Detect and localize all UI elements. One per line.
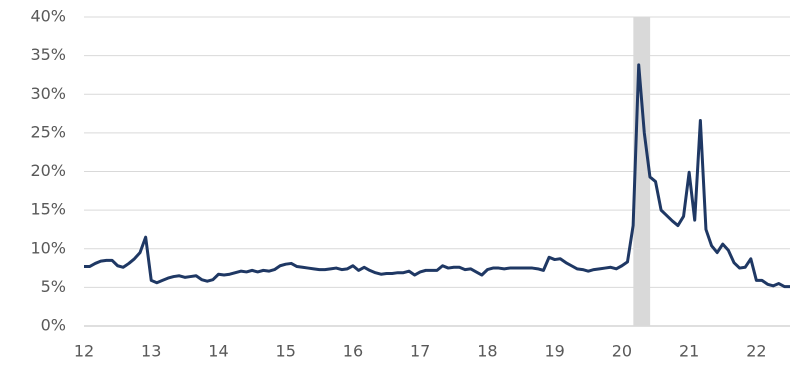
- y-tick-label: 25%: [30, 122, 66, 141]
- y-tick-label: 30%: [30, 84, 66, 103]
- y-tick-label: 15%: [30, 200, 66, 219]
- x-tick-label: 21: [679, 342, 699, 361]
- x-tick-label: 20: [612, 342, 632, 361]
- y-tick-label: 20%: [30, 161, 66, 180]
- x-tick-label: 19: [544, 342, 564, 361]
- y-tick-label: 40%: [30, 7, 66, 26]
- x-tick-label: 13: [141, 342, 161, 361]
- x-tick-label: 15: [276, 342, 296, 361]
- x-tick-label: 14: [208, 342, 228, 361]
- x-tick-label: 17: [410, 342, 430, 361]
- x-tick-label: 18: [477, 342, 497, 361]
- y-tick-label: 10%: [30, 238, 66, 257]
- y-tick-label: 5%: [41, 277, 66, 296]
- x-tick-label: 12: [74, 342, 94, 361]
- data-line: [84, 63, 790, 289]
- y-tick-label: 35%: [30, 45, 66, 64]
- y-tick-label: 0%: [41, 316, 66, 335]
- x-tick-label: 16: [343, 342, 363, 361]
- x-tick-label: 22: [746, 342, 766, 361]
